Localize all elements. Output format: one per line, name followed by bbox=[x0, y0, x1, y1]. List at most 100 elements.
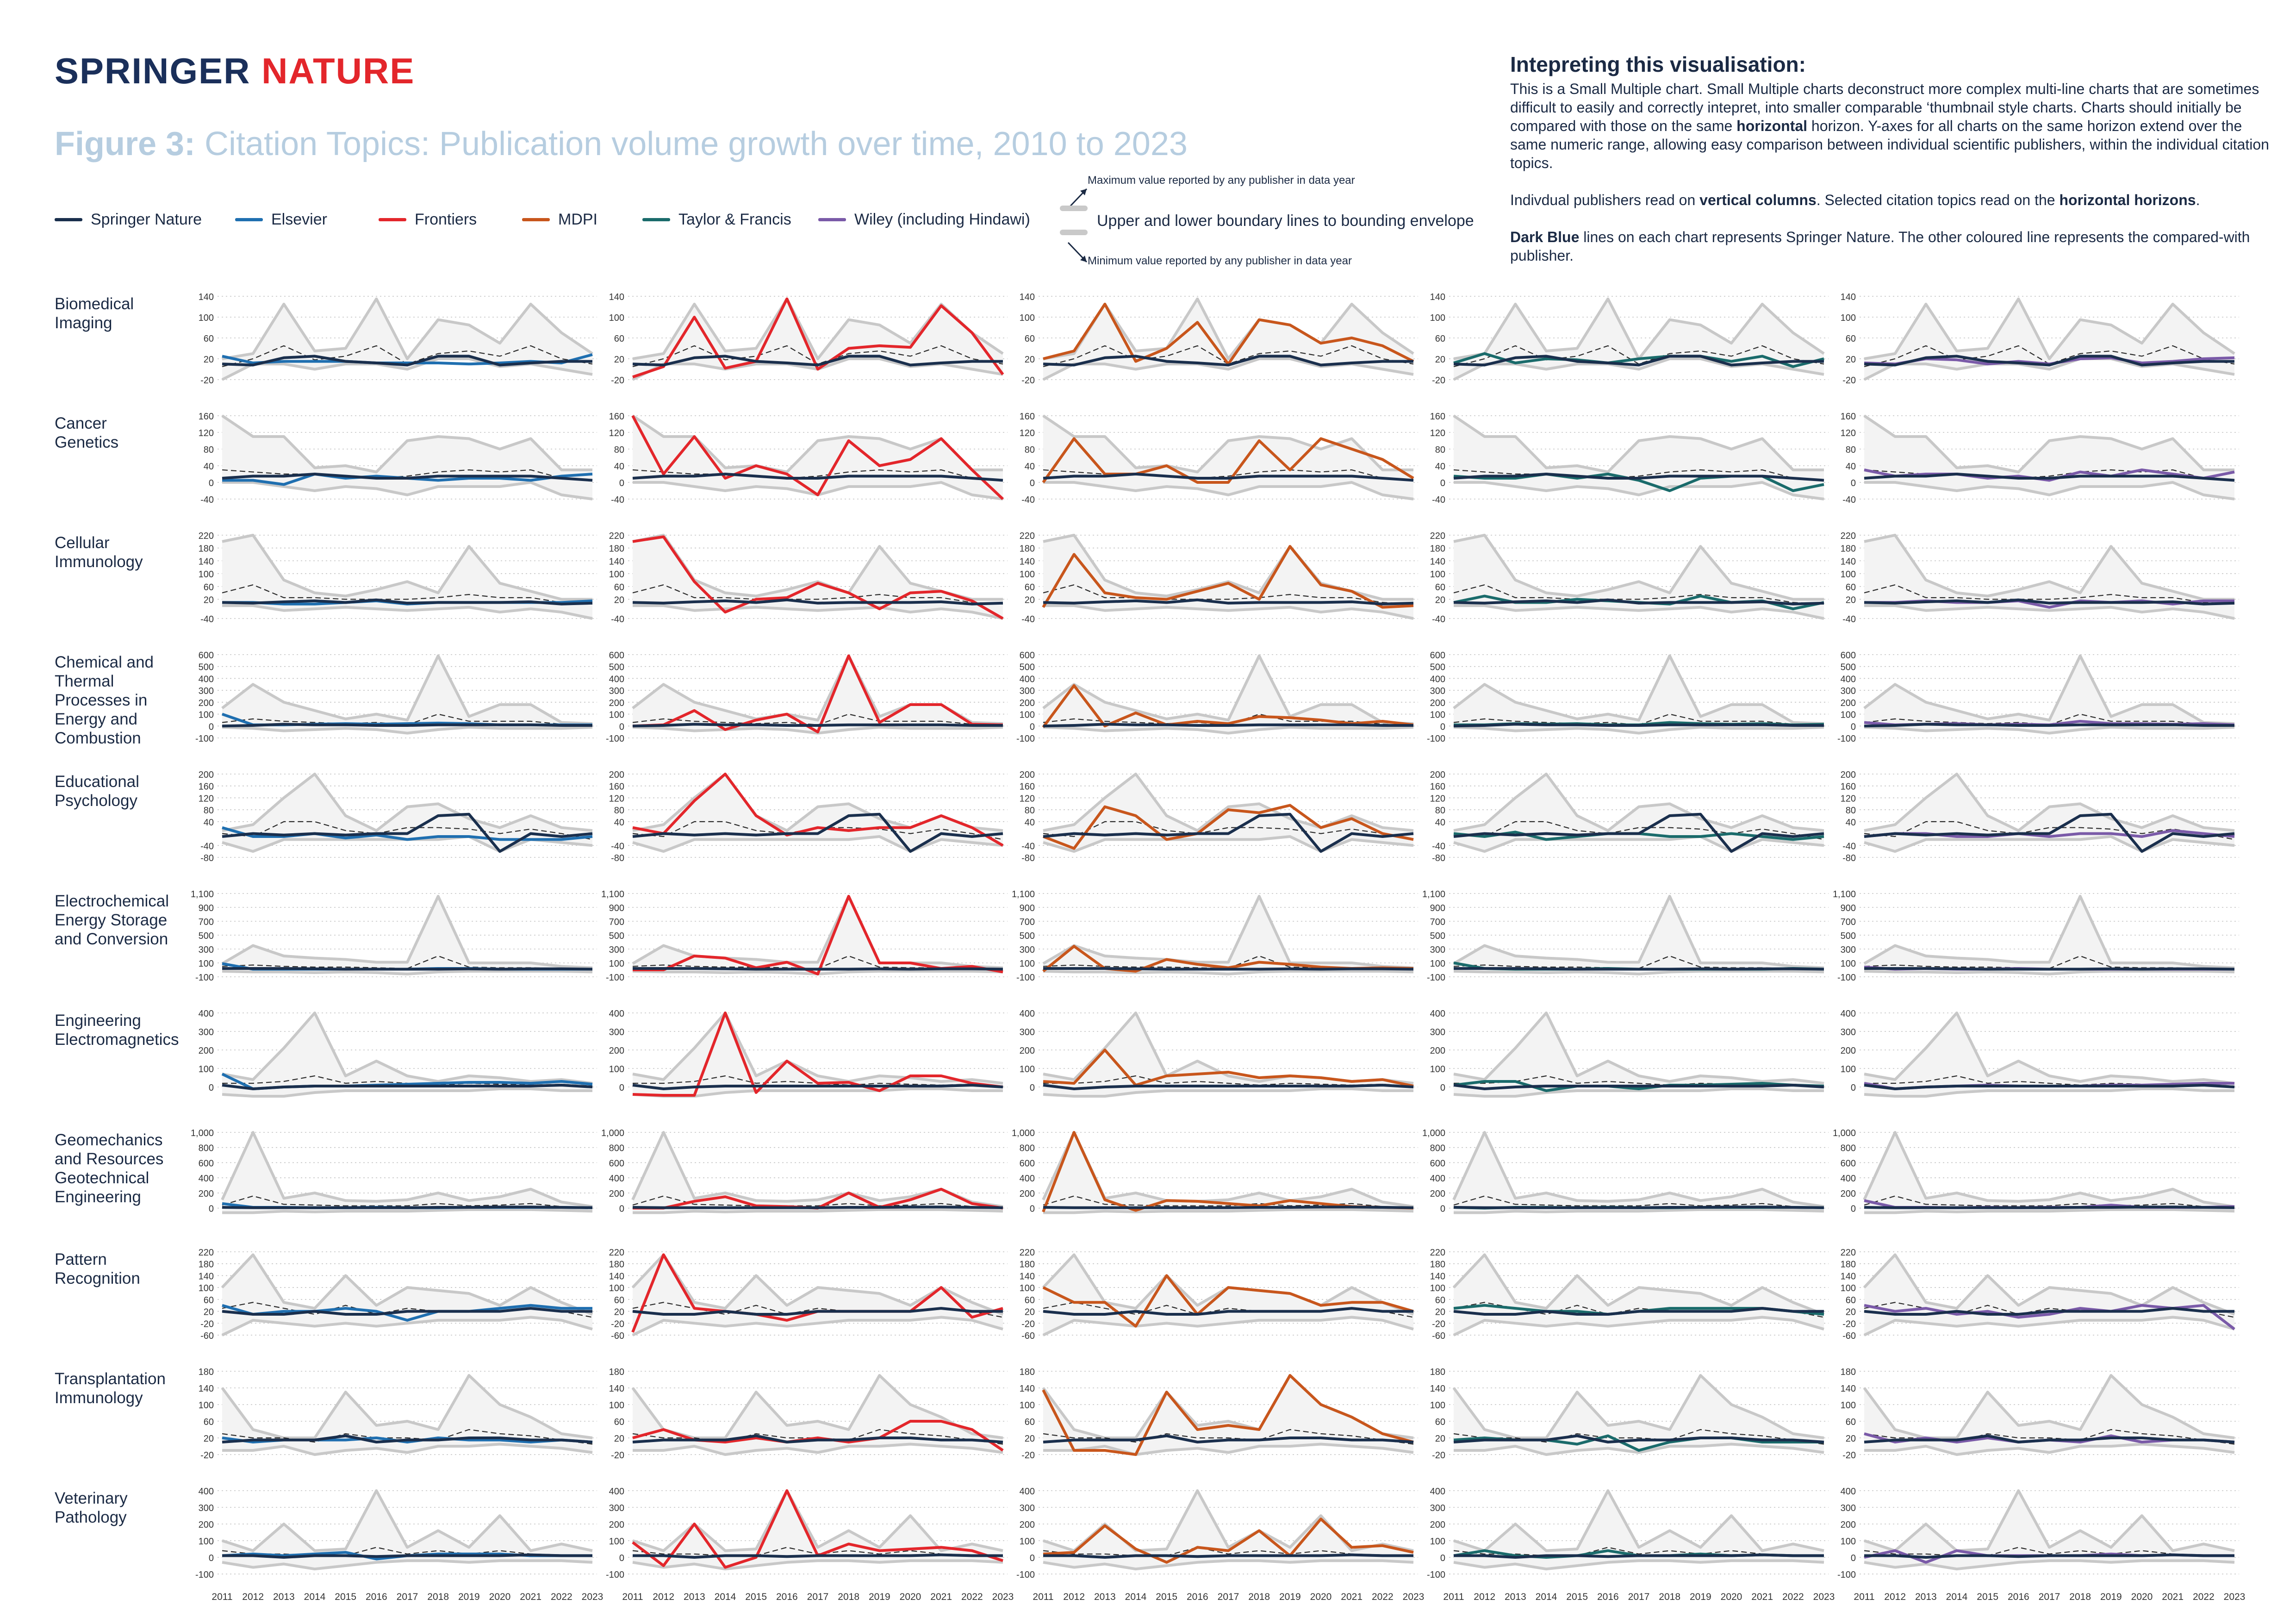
y-tick-label: 500 bbox=[609, 931, 624, 941]
y-tick-label: 700 bbox=[609, 917, 624, 927]
y-tick-label: 100 bbox=[1020, 710, 1035, 720]
envelope-median-line bbox=[1864, 1195, 2235, 1208]
y-tick-label: 0 bbox=[1440, 1204, 1445, 1214]
x-tick-label: 2011 bbox=[1033, 1592, 1053, 1602]
chart-cell: 140 100 60 20 -20 bbox=[1841, 292, 2239, 386]
envelope-fill bbox=[1864, 774, 2234, 852]
envelope-upper-line bbox=[1453, 773, 1824, 832]
y-tick-label: 100 bbox=[609, 313, 624, 323]
envelope-lower-line bbox=[1453, 835, 1824, 853]
y-tick-label: 80 bbox=[1846, 445, 1856, 455]
y-tick-label: 0 bbox=[619, 1553, 624, 1563]
series-line-springer-nature bbox=[222, 598, 593, 606]
y-tick-label: 200 bbox=[199, 770, 214, 780]
y-tick-label: 40 bbox=[204, 462, 214, 472]
y-tick-label: 300 bbox=[1020, 1027, 1035, 1037]
y-tick-label: 40 bbox=[614, 462, 624, 472]
y-tick-label: 40 bbox=[614, 818, 624, 828]
y-tick-label: -40 bbox=[1432, 841, 1445, 851]
series-line-mdpi bbox=[1042, 1374, 1414, 1456]
y-tick-label: 0 bbox=[1440, 722, 1445, 732]
x-tick-label: 2019 bbox=[1279, 1592, 1301, 1602]
y-tick-label: 300 bbox=[199, 945, 214, 955]
y-tick-label: 400 bbox=[199, 1487, 214, 1497]
y-tick-label: 20 bbox=[1435, 355, 1445, 365]
y-tick-label: -40 bbox=[200, 841, 214, 851]
x-tick-label: 2020 bbox=[1721, 1592, 1742, 1602]
x-tick-label: 2017 bbox=[2039, 1592, 2060, 1602]
y-tick-label: 20 bbox=[204, 355, 214, 365]
envelope-fill bbox=[222, 1132, 592, 1213]
y-tick-label: -20 bbox=[611, 375, 624, 386]
envelope-median-line bbox=[222, 821, 593, 840]
y-tick-label: 0 bbox=[1440, 1553, 1445, 1563]
x-tick-label: 2017 bbox=[807, 1592, 829, 1602]
series-line-springer-nature bbox=[1043, 723, 1413, 728]
y-tick-label: 400 bbox=[1430, 1009, 1445, 1019]
envelope-lower-line bbox=[222, 604, 593, 620]
y-tick-label: 20 bbox=[614, 1307, 624, 1318]
envelope-key: Maximum value reported by any publisher … bbox=[1060, 171, 1504, 273]
envelope-lower-line bbox=[222, 1208, 593, 1214]
chart-cell: 400 300 200 100 0 bbox=[1020, 1009, 1418, 1098]
arrow-down-right-icon bbox=[1067, 242, 1088, 263]
y-tick-label: 120 bbox=[1430, 428, 1445, 438]
y-tick-label: 100 bbox=[199, 313, 214, 323]
series-line-springer-nature bbox=[1453, 598, 1824, 606]
y-tick-label: 300 bbox=[1020, 1503, 1035, 1513]
series-line-mdpi bbox=[1043, 1518, 1414, 1564]
y-tick-label: -80 bbox=[1842, 853, 1856, 863]
y-tick-label: 900 bbox=[1841, 903, 1856, 913]
y-tick-label: 200 bbox=[609, 1520, 624, 1530]
y-tick-label: 0 bbox=[1851, 722, 1856, 732]
row-label-line: Energy and bbox=[55, 710, 138, 728]
row-label-line: Thermal bbox=[55, 672, 114, 690]
envelope-median-line bbox=[1043, 821, 1414, 840]
x-tick-label: 2012 bbox=[653, 1592, 674, 1602]
envelope-lower-line bbox=[222, 1087, 592, 1098]
y-tick-label: -80 bbox=[1021, 853, 1035, 863]
chart-cell: 1,000 800 600 400 200 0 bbox=[1422, 1128, 1829, 1214]
envelope-lower-line bbox=[1864, 604, 2235, 620]
series-line-springer-nature bbox=[222, 723, 592, 728]
envelope-lower-bar bbox=[1060, 230, 1088, 235]
y-tick-label: 400 bbox=[1430, 1487, 1445, 1497]
y-tick-label: 100 bbox=[1430, 1400, 1445, 1411]
y-tick-label: 20 bbox=[614, 595, 624, 605]
y-tick-label: 100 bbox=[1841, 1283, 1856, 1293]
y-tick-label: -40 bbox=[1021, 841, 1035, 851]
envelope-lower-line bbox=[632, 835, 1003, 853]
y-tick-label: 60 bbox=[1846, 1417, 1856, 1427]
y-tick-label: 140 bbox=[199, 292, 214, 302]
y-tick-label: 200 bbox=[199, 1520, 214, 1530]
series-line-springer-nature bbox=[1043, 1084, 1414, 1090]
y-tick-label: 1,000 bbox=[1422, 1128, 1445, 1138]
chart-cell: 400 300 200 100 0 bbox=[1841, 1009, 2239, 1098]
series-line-springer-nature bbox=[632, 723, 1003, 728]
interpretation-paragraph-2: Indivdual publishers read on vertical co… bbox=[1510, 192, 2200, 208]
series-line-springer-nature bbox=[1864, 1434, 2235, 1443]
y-tick-label: 500 bbox=[1020, 662, 1035, 673]
chart-cell: 180 140 100 60 20 -20 bbox=[609, 1367, 1008, 1461]
y-tick-label: 220 bbox=[1841, 1248, 1856, 1258]
series-line-springer-nature bbox=[1864, 723, 2234, 728]
envelope-lower-line bbox=[1454, 481, 1824, 500]
series-line-springer-nature bbox=[1453, 812, 1824, 853]
figure-title-text: Citation Topics: Publication volume grow… bbox=[205, 125, 1188, 162]
envelope-median-line bbox=[1043, 1429, 1414, 1445]
envelope-median-line bbox=[222, 584, 593, 605]
series-line-frontiers bbox=[632, 535, 1004, 620]
envelope-lower-line bbox=[1043, 1443, 1414, 1456]
y-tick-label: 900 bbox=[199, 903, 214, 913]
envelope-median-line bbox=[632, 469, 1003, 481]
y-tick-label: -100 bbox=[606, 973, 624, 983]
y-tick-label: 100 bbox=[1841, 569, 1856, 580]
envelope-upper-line bbox=[1452, 1131, 1824, 1208]
row-label-line: Pathology bbox=[55, 1508, 127, 1526]
x-tick-label: 2012 bbox=[1474, 1592, 1495, 1602]
y-tick-label: 120 bbox=[1430, 793, 1445, 804]
envelope-median-line bbox=[1453, 469, 1824, 481]
y-tick-label: 100 bbox=[199, 1537, 214, 1547]
